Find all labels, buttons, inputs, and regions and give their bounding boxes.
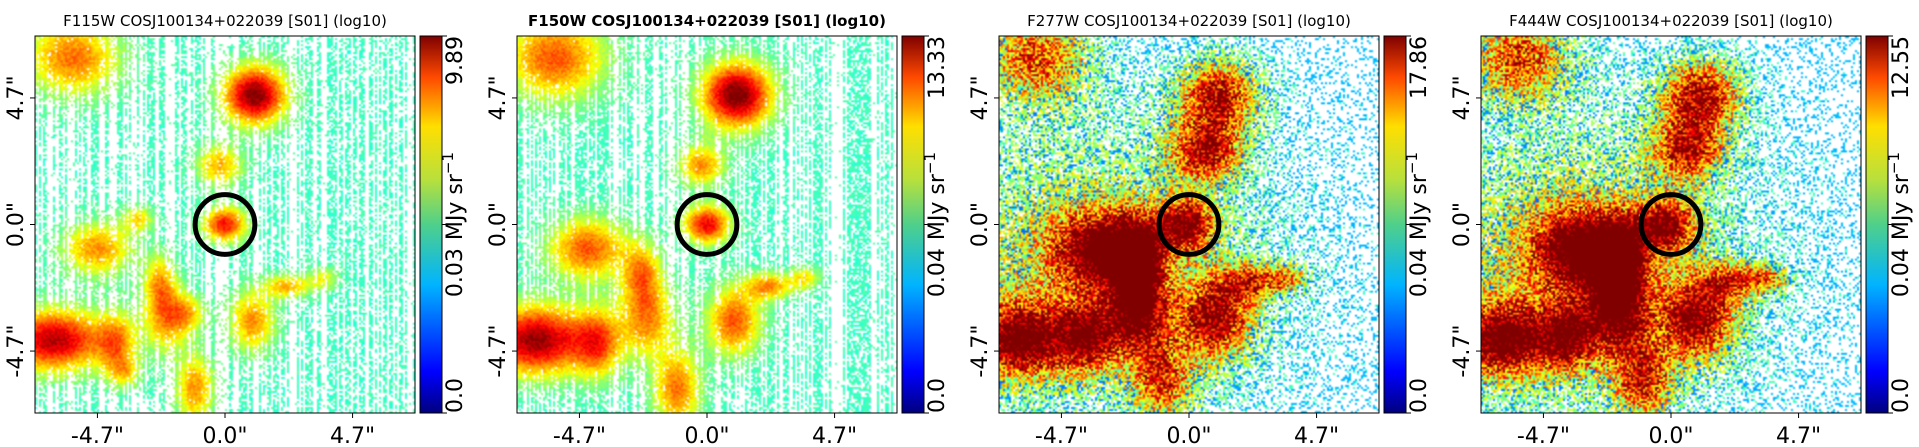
y-tick-label: -4.7" xyxy=(486,325,511,378)
colorbar-unit: MJy sr xyxy=(443,173,468,240)
x-tick-label: 4.7" xyxy=(812,424,857,447)
x-tick-label: 4.7" xyxy=(330,424,375,447)
y-tick-label: -4.7" xyxy=(1450,325,1475,378)
colorbar-unit: MJy sr xyxy=(1407,173,1432,240)
y-tick-label: -4.7" xyxy=(968,325,993,378)
cutout-image xyxy=(1481,36,1861,413)
aperture-circle xyxy=(1156,192,1222,257)
colorbar-tick-label: 0.0 xyxy=(1889,378,1914,413)
x-tick-label: 4.7" xyxy=(1776,424,1821,447)
colorbar xyxy=(419,35,443,414)
colorbar-tick-label: 0.0 xyxy=(1407,378,1432,413)
x-tick-label: -4.7" xyxy=(71,424,124,447)
x-tick-label: 4.7" xyxy=(1294,424,1339,447)
y-tick-label: 0.0" xyxy=(1450,202,1475,247)
panel-2: F150W COSJ100134+022039 [S01] (log10) -4.… xyxy=(486,12,950,447)
colorbar-label: 0.03 MJy sr−1 xyxy=(439,152,468,297)
colorbar xyxy=(1383,35,1407,414)
colorbar-tick-label: 13.33 xyxy=(925,36,950,99)
colorbar-unit-exponent: −1 xyxy=(1403,152,1421,174)
panel-3: F277W COSJ100134+022039 [S01] (log10) -4.… xyxy=(968,12,1432,447)
x-tick-label: 0.0" xyxy=(202,424,247,447)
colorbar-unit: MJy sr xyxy=(1889,173,1914,240)
panel-title: F115W COSJ100134+022039 [S01] (log10) xyxy=(63,12,387,30)
colorbar-tick-label: 0.0 xyxy=(443,378,468,413)
y-tick-label: 0.0" xyxy=(4,202,29,247)
x-tick-label: -4.7" xyxy=(553,424,606,447)
colorbar-label: 0.04 MJy sr−1 xyxy=(1885,152,1914,297)
cutout-image xyxy=(999,36,1379,413)
colorbar-tick-label: 17.86 xyxy=(1407,36,1432,99)
x-tick-label: 0.0" xyxy=(1648,424,1693,447)
colorbar-unit-exponent: −1 xyxy=(1885,152,1903,174)
cutout-image xyxy=(35,36,415,413)
colorbar-unit: MJy sr xyxy=(925,173,950,240)
colorbar-label: 0.04 MJy sr−1 xyxy=(1403,152,1432,297)
y-tick-label: 0.0" xyxy=(486,202,511,247)
colorbar-unit-exponent: −1 xyxy=(921,152,939,174)
colorbar-mid-value: 0.03 xyxy=(443,248,468,297)
cutout-image xyxy=(517,36,897,413)
panel-title: F277W COSJ100134+022039 [S01] (log10) xyxy=(1027,12,1351,30)
panel-title: F150W COSJ100134+022039 [S01] (log10) xyxy=(528,12,886,30)
colorbar-tick-label: 0.0 xyxy=(925,378,950,413)
y-tick-label: -4.7" xyxy=(4,325,29,378)
colorbar-tick-label: 12.55 xyxy=(1889,36,1914,99)
x-tick-label: 0.0" xyxy=(1166,424,1211,447)
panel-1: F115W COSJ100134+022039 [S01] (log10) -4.… xyxy=(4,12,468,447)
panel-title: F444W COSJ100134+022039 [S01] (log10) xyxy=(1509,12,1833,30)
y-tick-label: 4.7" xyxy=(4,75,29,120)
colorbar xyxy=(1865,35,1889,414)
y-tick-label: 0.0" xyxy=(968,202,993,247)
x-tick-label: 0.0" xyxy=(684,424,729,447)
x-tick-label: -4.7" xyxy=(1517,424,1570,447)
colorbar-mid-value: 0.04 xyxy=(1407,248,1432,297)
y-tick-label: 4.7" xyxy=(968,75,993,120)
aperture-circle xyxy=(1638,192,1704,257)
colorbar-unit-exponent: −1 xyxy=(439,152,457,174)
y-tick-label: 4.7" xyxy=(486,75,511,120)
x-tick-label: -4.7" xyxy=(1035,424,1088,447)
colorbar-tick-label: 9.89 xyxy=(443,36,468,85)
colorbar-mid-value: 0.04 xyxy=(1889,248,1914,297)
colorbar xyxy=(901,35,925,414)
panel-4: F444W COSJ100134+022039 [S01] (log10) -4.… xyxy=(1450,12,1914,447)
y-tick-label: 4.7" xyxy=(1450,75,1475,120)
colorbar-mid-value: 0.04 xyxy=(925,248,950,297)
aperture-circle xyxy=(674,192,740,257)
colorbar-label: 0.04 MJy sr−1 xyxy=(921,152,950,297)
aperture-circle xyxy=(192,192,258,257)
